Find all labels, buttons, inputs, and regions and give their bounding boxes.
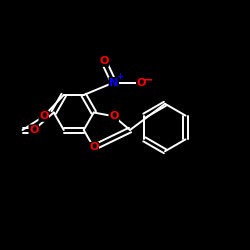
- Text: O: O: [136, 78, 146, 88]
- Text: +: +: [116, 72, 123, 82]
- Text: O: O: [109, 111, 118, 121]
- Text: O: O: [89, 142, 99, 152]
- Text: N: N: [109, 78, 118, 88]
- Text: O: O: [29, 125, 38, 135]
- Text: O: O: [39, 111, 48, 121]
- Text: O: O: [99, 56, 108, 66]
- Text: −: −: [142, 74, 153, 87]
